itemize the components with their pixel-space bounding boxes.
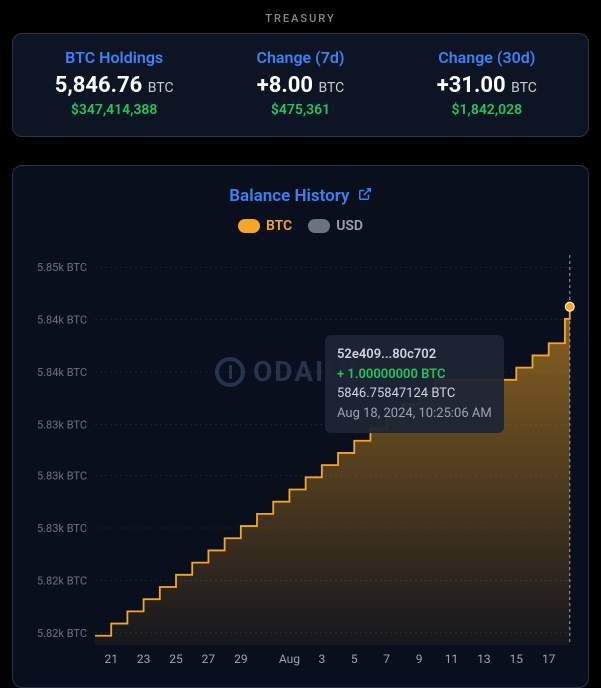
external-link-icon: [358, 187, 372, 205]
chart-plot-area[interactable]: ODAILY 5.82k BTC 5.82k BTC 5.83k BTC 5.83k …: [25, 245, 576, 675]
stats-panel: BTC Holdings 5,846.76 BTC $347,414,388 C…: [12, 33, 589, 137]
stat-title: BTC Holdings: [21, 48, 207, 67]
chart-legend: BTC USD: [25, 218, 576, 237]
legend-swatch: [308, 219, 330, 233]
svg-text:15: 15: [510, 652, 524, 666]
svg-text:5.83k BTC: 5.83k BTC: [37, 522, 87, 535]
stat-value: 5,846.76 BTC: [21, 73, 207, 98]
stat-title: Change (30d): [394, 48, 580, 67]
stat-holdings: BTC Holdings 5,846.76 BTC $347,414,388: [21, 48, 207, 118]
legend-usd[interactable]: USD: [308, 218, 363, 234]
stat-usd: $1,842,028: [394, 102, 580, 118]
odaily-logo-icon: [215, 357, 245, 387]
svg-text:5.83k BTC: 5.83k BTC: [37, 470, 87, 483]
stat-title: Change (7d): [207, 48, 393, 67]
svg-text:5.84k BTC: 5.84k BTC: [37, 314, 87, 327]
svg-text:13: 13: [477, 652, 491, 666]
svg-text:17: 17: [542, 652, 556, 666]
stat-usd: $475,361: [207, 102, 393, 118]
svg-text:Aug: Aug: [279, 652, 300, 666]
stat-change-7d: Change (7d) +8.00 BTC $475,361: [207, 48, 393, 118]
legend-btc[interactable]: BTC: [238, 218, 292, 234]
svg-text:3: 3: [318, 652, 325, 666]
svg-text:11: 11: [445, 652, 459, 666]
svg-text:5.85k BTC: 5.85k BTC: [37, 261, 87, 274]
svg-text:27: 27: [202, 652, 216, 666]
svg-text:7: 7: [383, 652, 390, 666]
svg-text:5: 5: [351, 652, 358, 666]
svg-text:25: 25: [169, 652, 183, 666]
odaily-watermark: ODAILY: [215, 355, 358, 388]
svg-text:5.82k BTC: 5.82k BTC: [37, 574, 87, 587]
legend-swatch: [238, 219, 260, 233]
treasury-header: TREASURY: [12, 12, 589, 25]
stat-value: +8.00 BTC: [207, 73, 393, 98]
chart-panel: Balance History BTC USD ODAILY 5.82k BTC…: [12, 165, 589, 688]
svg-text:29: 29: [234, 652, 248, 666]
stat-change-30d: Change (30d) +31.00 BTC $1,842,028: [394, 48, 580, 118]
stat-value: +31.00 BTC: [394, 73, 580, 98]
stat-usd: $347,414,388: [21, 102, 207, 118]
svg-text:5.83k BTC: 5.83k BTC: [37, 418, 87, 431]
svg-text:5.82k BTC: 5.82k BTC: [37, 627, 87, 640]
svg-text:21: 21: [104, 652, 118, 666]
chart-svg: 5.82k BTC 5.82k BTC 5.83k BTC 5.83k BTC 5.83…: [25, 245, 576, 675]
svg-text:9: 9: [416, 652, 423, 666]
svg-text:23: 23: [137, 652, 151, 666]
svg-text:5.84k BTC: 5.84k BTC: [37, 366, 87, 379]
chart-title-link[interactable]: Balance History: [25, 186, 576, 206]
